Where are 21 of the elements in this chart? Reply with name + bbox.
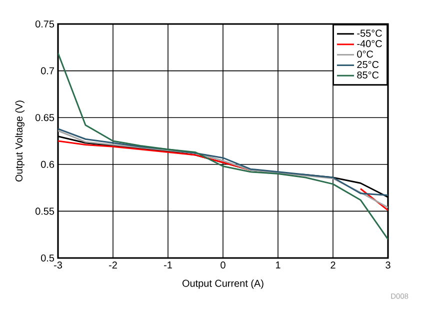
y-tick-label: 0.7 [41,67,54,74]
y-tick-label: 0.65 [35,114,54,122]
x-tick-label: 3 [386,262,390,269]
legend-label: -40°C [357,40,382,48]
x-tick-label: 2 [330,262,336,268]
y-tick-label: 0.5 [41,254,54,262]
x-tick-label: -2 [109,262,117,268]
y-tick-label: 0.6 [41,160,54,168]
legend-label: -55°C [357,30,382,37]
x-tick-label: -3 [54,262,62,269]
y-axis-title: Output Voltage (V) [15,100,24,182]
x-tick-label: 0 [220,262,226,269]
legend-label: 0°C [357,50,374,58]
x-tick-label: -1 [164,262,172,268]
y-tick-label: 0.75 [35,20,54,28]
x-axis-title: Output Current (A) [182,280,264,289]
line-series [58,52,388,240]
y-tick-label: 0.55 [35,208,54,215]
legend-label: 25°C [357,61,379,68]
x-tick-label: 1 [276,262,280,268]
legend-label: 85°C [357,71,379,78]
